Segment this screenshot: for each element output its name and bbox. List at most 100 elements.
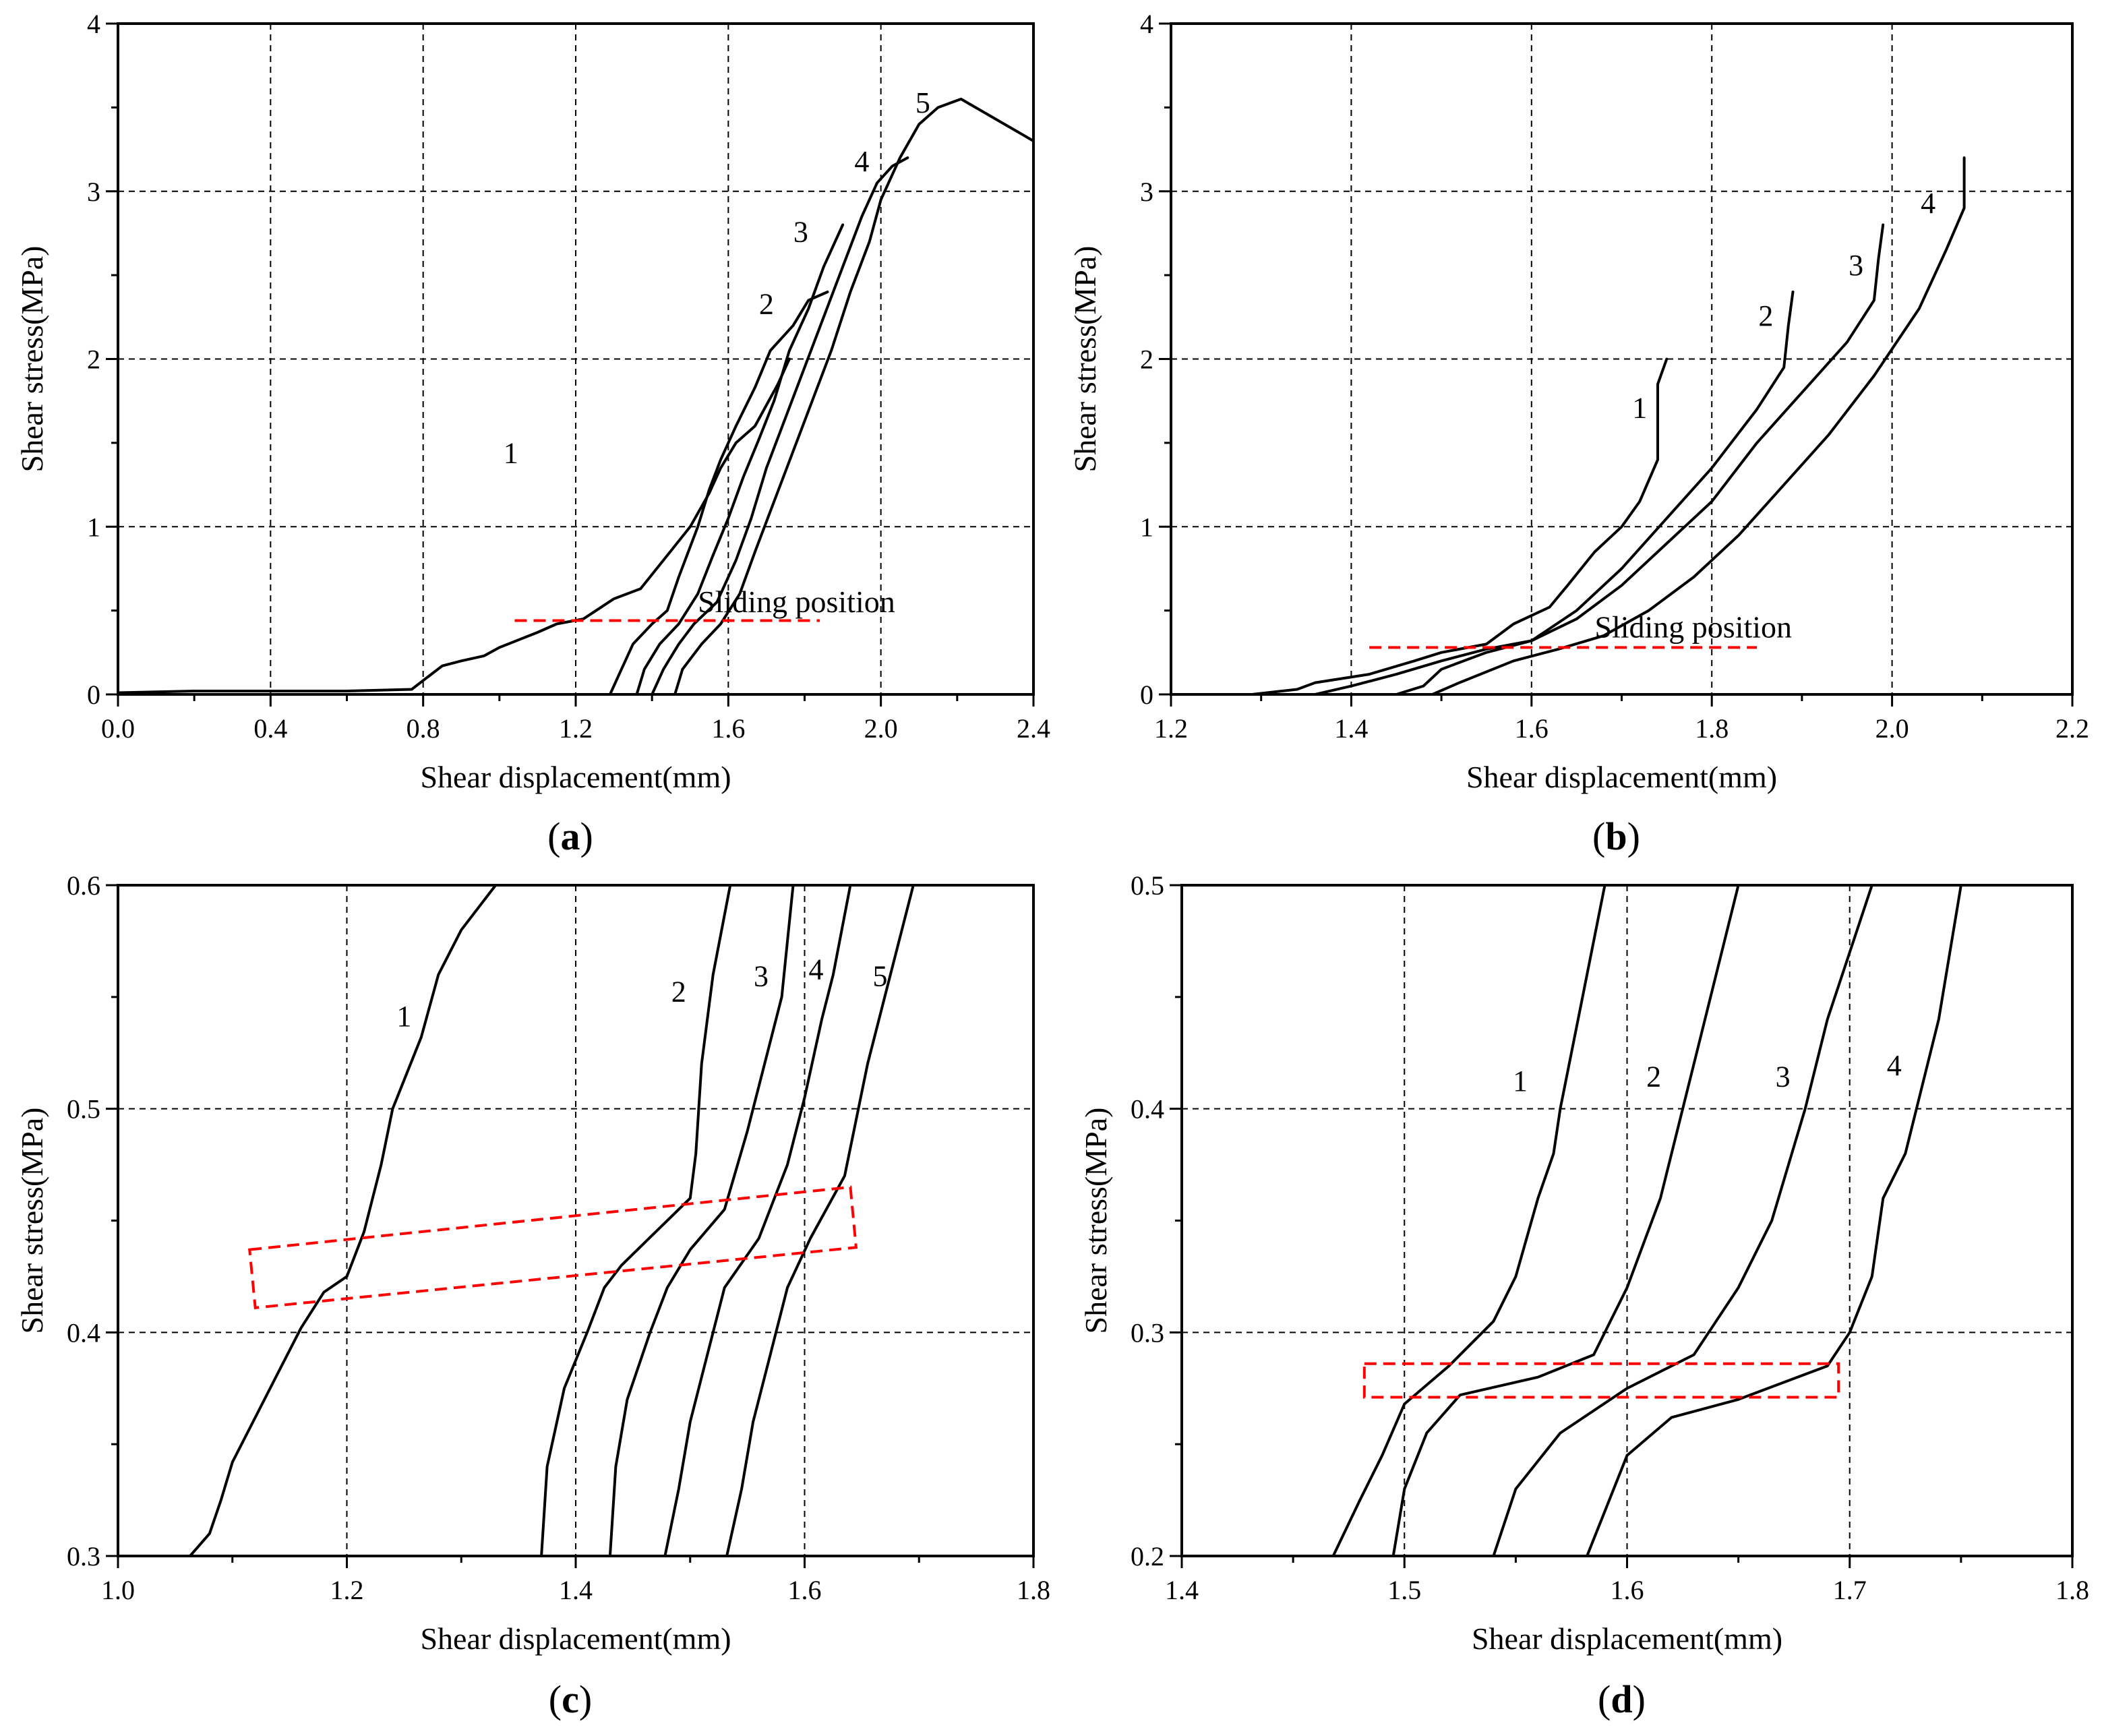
panel-c: 1.0 1.2 1.4 1.6 1.8 0.3 0.4 0.5 0.6 1 2 3 4 5 Shear … — [15, 870, 1050, 1721]
curve-label-1: 1 — [504, 437, 518, 470]
series-curve-2 — [1391, 885, 1740, 1556]
series-curve-3 — [635, 223, 845, 694]
y-tick-label: 0 — [1140, 680, 1153, 710]
y-tick-label: 0 — [87, 680, 100, 710]
x-tick-label: 1.5 — [1387, 1575, 1421, 1605]
y-tick-label: 1 — [1140, 512, 1153, 542]
curve-labels: 1 2 3 4 — [1632, 187, 1935, 424]
sliding-position-annotation: Sliding position — [698, 585, 895, 619]
x-axis-title: Shear displacement(mm) — [1472, 1621, 1782, 1656]
x-tick-label: 1.6 — [788, 1575, 822, 1605]
curve-labels: 1 2 3 4 5 — [504, 86, 930, 470]
y-tick-label: 1 — [87, 512, 100, 542]
curve-label-1: 1 — [1513, 1065, 1528, 1098]
x-tick-label: 2.2 — [2055, 713, 2089, 744]
y-tick-label: 4 — [1140, 9, 1153, 39]
x-tick-label: 1.8 — [1695, 713, 1729, 744]
x-tick-label: 2.0 — [864, 713, 898, 744]
y-tick-label: 0.3 — [1131, 1317, 1164, 1348]
y-tick-label: 2 — [1140, 345, 1153, 375]
x-tick-label: 1.2 — [1154, 713, 1188, 744]
curve-label-3: 3 — [754, 959, 769, 992]
tick-labels: 1.2 1.4 1.6 1.8 2.0 2.2 0 1 2 3 4 — [1140, 9, 2089, 744]
x-tick-label: 2.0 — [1875, 713, 1909, 744]
curve-label-4: 4 — [1887, 1049, 1902, 1082]
y-tick-label: 0.6 — [67, 870, 100, 901]
curve-label-2: 2 — [1758, 299, 1773, 332]
series-curve-1 — [1331, 885, 1606, 1556]
y-tick-label: 0.3 — [67, 1541, 100, 1572]
y-axis-title: Shear stress(MPa) — [15, 1108, 49, 1334]
y-tick-label: 4 — [87, 9, 100, 39]
panel-label: (d) — [1598, 1677, 1646, 1721]
curve-label-1: 1 — [1632, 392, 1647, 425]
y-tick-label: 0.5 — [67, 1094, 100, 1125]
series-curve-4 — [651, 156, 909, 694]
series-curve-4 — [1586, 885, 1962, 1556]
tick-labels: 0.0 0.4 0.8 1.2 1.6 2.0 2.4 0 1 2 3 4 — [87, 9, 1050, 744]
grid-lines — [118, 885, 1033, 1556]
series-curve-5 — [673, 97, 1033, 694]
panel-letter: a — [561, 814, 580, 858]
x-tick-label: 1.7 — [1833, 1575, 1867, 1605]
x-tick-label: 0.8 — [407, 713, 440, 744]
x-tick-label: 0.0 — [101, 713, 135, 744]
x-axis-title: Shear displacement(mm) — [420, 760, 731, 794]
grid-lines — [118, 24, 1033, 694]
series-curve-1 — [1251, 357, 1669, 694]
x-tick-label: 1.8 — [2055, 1575, 2089, 1605]
x-tick-label: 1.2 — [330, 1575, 364, 1605]
curve-label-4: 4 — [854, 145, 869, 178]
curve-label-4: 4 — [808, 953, 823, 986]
y-tick-label: 2 — [87, 345, 100, 375]
x-tick-label: 1.4 — [1334, 713, 1368, 744]
panel-letter: d — [1611, 1677, 1632, 1721]
x-tick-label: 1.2 — [559, 713, 593, 744]
y-tick-label: 3 — [87, 177, 100, 207]
curve-label-2: 2 — [759, 287, 774, 320]
x-tick-label: 2.4 — [1017, 713, 1050, 744]
curve-labels: 1 2 3 4 — [1513, 1049, 1902, 1098]
panel-letter: c — [562, 1677, 579, 1721]
x-tick-label: 0.4 — [253, 713, 287, 744]
x-axis-title: Shear displacement(mm) — [420, 1621, 731, 1656]
series-curve-5 — [725, 885, 915, 1556]
y-tick-label: 0.5 — [1131, 870, 1164, 901]
grid-lines — [1171, 24, 2072, 694]
tick-labels: 1.4 1.5 1.6 1.7 1.8 0.2 0.3 0.4 0.5 — [1131, 870, 2089, 1605]
panel-label: (c) — [549, 1677, 592, 1721]
series-curve-3 — [1492, 885, 1873, 1556]
axis-ticks — [106, 884, 1035, 1568]
x-tick-label: 1.6 — [1515, 713, 1549, 744]
curves — [1251, 156, 1966, 694]
curve-label-5: 5 — [873, 959, 888, 992]
series-curve-4 — [1431, 156, 1966, 694]
curve-label-4: 4 — [1921, 187, 1935, 220]
curve-labels: 1 2 3 4 5 — [396, 953, 887, 1033]
highlight-layer — [1362, 1362, 1840, 1399]
y-tick-label: 0.2 — [1131, 1541, 1164, 1572]
series-curve-1 — [118, 357, 791, 694]
panel-label: (b) — [1592, 814, 1640, 858]
y-tick-label: 0.4 — [1131, 1094, 1164, 1125]
panel-label: (a) — [547, 814, 593, 858]
curve-label-3: 3 — [793, 215, 808, 248]
series-curve-2 — [608, 291, 829, 694]
x-axis-title: Shear displacement(mm) — [1466, 760, 1777, 794]
panel-d: 1.4 1.5 1.6 1.7 1.8 0.2 0.3 0.4 0.5 1 2 3 4 Shear d… — [1079, 870, 2089, 1721]
curves — [118, 97, 1033, 694]
curve-label-2: 2 — [671, 975, 686, 1008]
y-tick-label: 0.4 — [67, 1317, 100, 1348]
axis-ticks — [106, 22, 1035, 707]
curve-label-1: 1 — [396, 1000, 411, 1033]
axis-ticks — [1170, 884, 2074, 1568]
axis-ticks — [1159, 22, 2074, 707]
series-curve-3 — [1395, 223, 1885, 694]
panel-a: 0.0 0.4 0.8 1.2 1.6 2.0 2.4 0 1 2 3 4 1 2 3 4 5 Sliding… — [15, 9, 1050, 858]
x-tick-label: 1.6 — [711, 713, 745, 744]
x-tick-label: 1.8 — [1017, 1575, 1050, 1605]
panel-b: 1.2 1.4 1.6 1.8 2.0 2.2 0 1 2 3 4 1 2 3 4 Sliding pos… — [1068, 9, 2089, 858]
series-curve-2 — [540, 885, 732, 1556]
curve-label-3: 3 — [1849, 249, 1863, 282]
x-tick-label: 1.0 — [101, 1575, 135, 1605]
